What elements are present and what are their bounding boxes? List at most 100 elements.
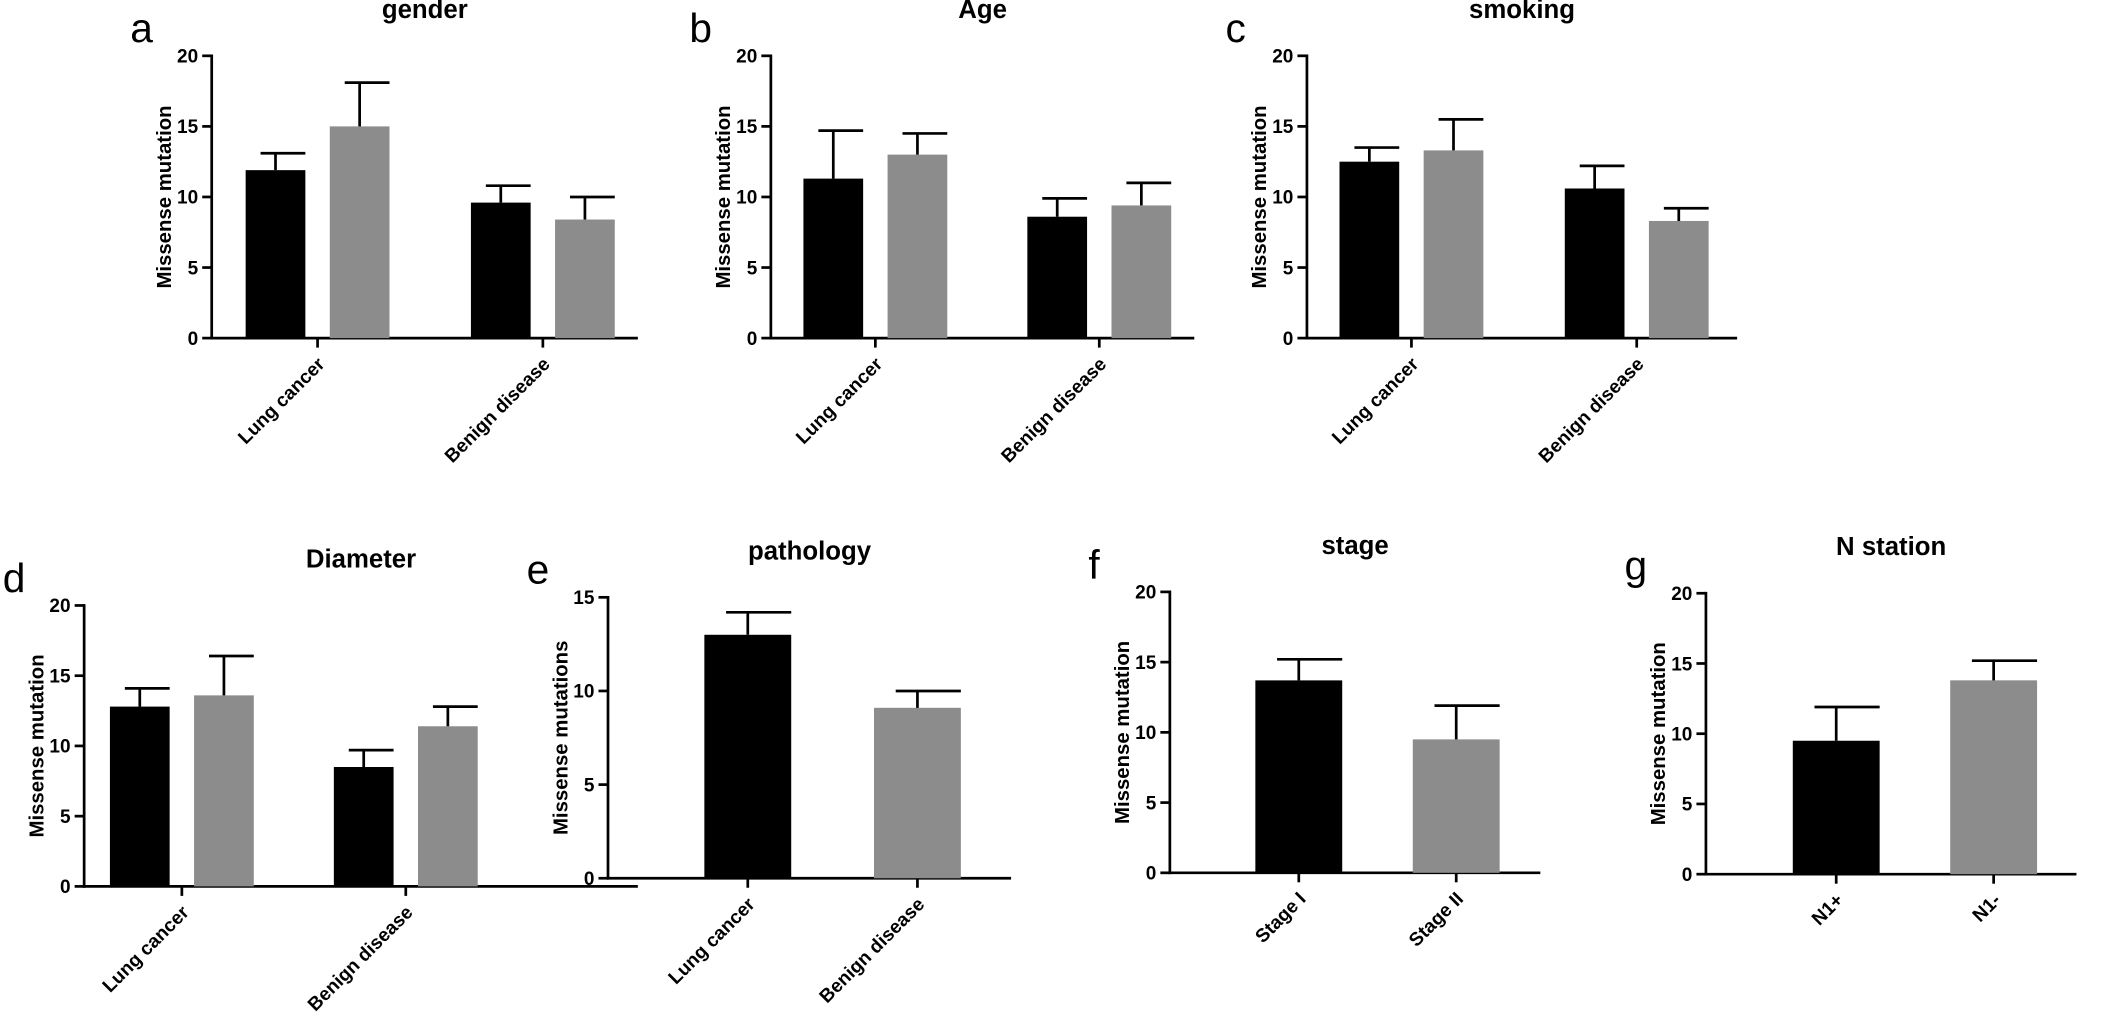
- bar: [418, 726, 478, 887]
- y-tick-label: 10: [1135, 723, 1156, 744]
- error-bar: [260, 151, 306, 171]
- y-tick-label: 20: [49, 596, 70, 617]
- y-tick-label: 15: [177, 117, 199, 138]
- y-axis-label: Missense mutation: [713, 105, 735, 288]
- y-tick-label: 15: [573, 588, 595, 609]
- y-tick-label: 0: [747, 329, 758, 350]
- y-axis-label: Missense mutation: [26, 654, 48, 837]
- bar: [555, 219, 615, 339]
- error-bar: [432, 705, 478, 727]
- panel-letter: d: [3, 555, 26, 601]
- y-tick-label: 10: [736, 188, 757, 209]
- y-tick-label: 5: [60, 807, 71, 828]
- error-bar: [1579, 164, 1625, 189]
- bar: [704, 634, 792, 879]
- x-tick-label: Stage II: [1405, 889, 1468, 952]
- error-bar: [818, 129, 864, 179]
- error-bar: [1042, 197, 1088, 217]
- x-tick-label: Benign disease: [998, 354, 1111, 467]
- x-tick-label: Lung cancer: [1328, 354, 1423, 449]
- error-bar: [1814, 705, 1880, 741]
- y-tick-label: 20: [177, 47, 198, 68]
- y-tick-label: 0: [60, 877, 71, 898]
- bar: [1423, 150, 1484, 339]
- y-tick-label: 20: [1272, 47, 1293, 68]
- x-tick-label: Benign disease: [816, 894, 929, 1007]
- error-bar: [1438, 117, 1484, 151]
- x-tick-label: Lung cancer: [99, 902, 194, 997]
- y-tick-label: 20: [1135, 583, 1156, 604]
- y-axis-label: Missense mutation: [1648, 642, 1670, 825]
- bar: [109, 706, 170, 887]
- y-tick-label: 10: [177, 188, 198, 209]
- y-tick-label: 5: [747, 258, 758, 279]
- bar: [1412, 739, 1500, 873]
- y-tick-label: 10: [49, 737, 70, 758]
- y-tick-label: 5: [188, 258, 199, 279]
- chart-title: N station: [1836, 533, 1946, 561]
- x-tick-label: Lung cancer: [792, 354, 887, 449]
- y-axis-label: Missense mutations: [550, 641, 572, 835]
- error-bar: [1277, 657, 1343, 681]
- bar: [245, 170, 306, 339]
- error-bar: [348, 748, 394, 767]
- y-tick-label: 15: [1671, 654, 1693, 675]
- y-tick-label: 10: [573, 682, 594, 703]
- error-bar: [485, 184, 531, 203]
- panel-letter: b: [689, 5, 712, 51]
- error-bar: [1126, 181, 1172, 206]
- y-tick-label: 0: [1146, 864, 1157, 885]
- error-bar: [1354, 146, 1400, 162]
- panel-letter: e: [527, 547, 550, 593]
- y-tick-label: 20: [1671, 584, 1692, 605]
- y-axis-label: Missense mutation: [1249, 105, 1271, 288]
- y-axis-label: Missense mutation: [154, 105, 176, 288]
- bar: [1339, 161, 1400, 339]
- y-tick-label: 0: [188, 329, 199, 350]
- x-tick-label: Lung cancer: [235, 354, 330, 449]
- error-bar: [1971, 659, 2038, 681]
- bar: [803, 178, 864, 339]
- panel-letter: a: [130, 5, 153, 51]
- x-tick-label: Benign disease: [304, 902, 417, 1015]
- error-bar: [902, 132, 948, 155]
- x-tick-label: N1+: [1808, 890, 1848, 930]
- y-tick-label: 15: [1135, 653, 1157, 674]
- y-tick-label: 0: [1682, 865, 1693, 886]
- error-bar: [895, 689, 961, 708]
- bar: [194, 695, 254, 887]
- bar: [1950, 680, 2038, 875]
- error-bar: [570, 195, 615, 220]
- error-bar: [1434, 704, 1500, 740]
- x-tick-label: N1-: [1969, 890, 2006, 927]
- chart-title: gender: [382, 0, 468, 24]
- x-tick-label: Stage I: [1252, 889, 1311, 948]
- x-tick-label: Lung cancer: [665, 894, 760, 989]
- error-bar: [209, 654, 254, 696]
- y-tick-label: 5: [1146, 793, 1157, 814]
- chart-title: Diameter: [306, 545, 416, 573]
- bar: [1792, 740, 1880, 875]
- y-tick-label: 20: [736, 47, 757, 68]
- panel-letter: f: [1088, 541, 1100, 587]
- error-bar: [726, 610, 792, 635]
- panel-letter: c: [1226, 5, 1246, 51]
- y-tick-label: 5: [1283, 258, 1294, 279]
- bar: [1255, 680, 1343, 873]
- y-tick-label: 10: [1671, 725, 1692, 746]
- y-tick-label: 15: [1272, 117, 1294, 138]
- x-tick-label: Benign disease: [441, 354, 554, 467]
- y-tick-label: 5: [584, 775, 595, 796]
- error-bar: [124, 686, 170, 707]
- y-tick-label: 5: [1682, 795, 1693, 816]
- y-tick-label: 15: [49, 666, 71, 687]
- error-bar: [1663, 206, 1709, 221]
- y-tick-label: 0: [584, 869, 595, 890]
- bar: [887, 154, 948, 339]
- bar: [1111, 205, 1172, 339]
- bar: [470, 202, 531, 339]
- panel-letter: g: [1625, 543, 1648, 589]
- chart-title: stage: [1321, 532, 1388, 560]
